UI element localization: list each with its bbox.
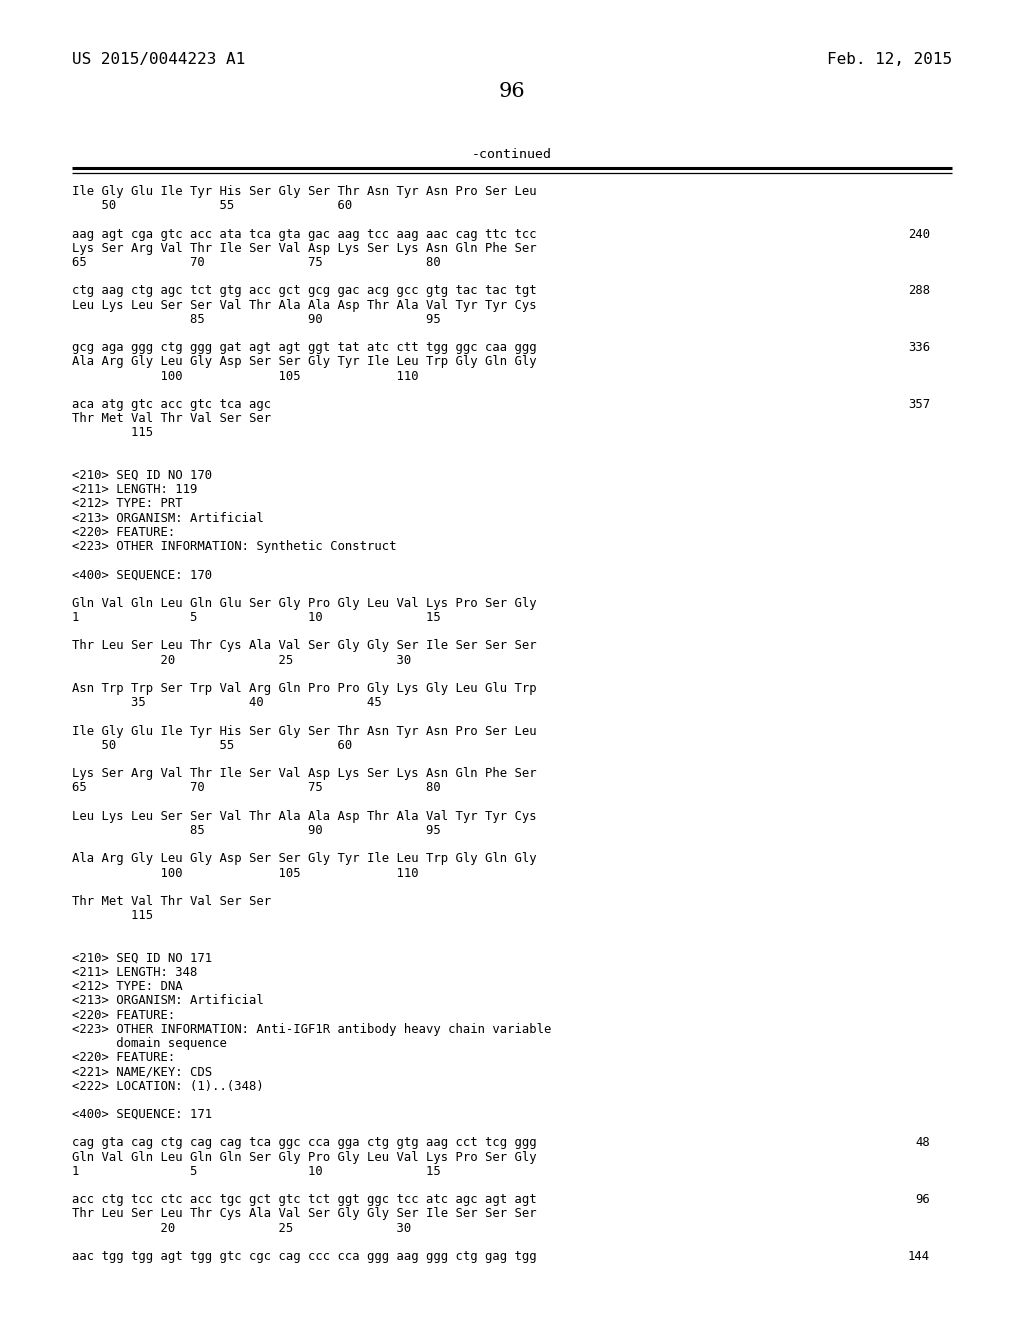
Text: 144: 144 — [908, 1250, 930, 1263]
Text: <220> FEATURE:: <220> FEATURE: — [72, 525, 175, 539]
Text: 50              55              60: 50 55 60 — [72, 199, 352, 213]
Text: 357: 357 — [908, 399, 930, 411]
Text: Thr Met Val Thr Val Ser Ser: Thr Met Val Thr Val Ser Ser — [72, 895, 271, 908]
Text: 100             105             110: 100 105 110 — [72, 370, 419, 383]
Text: <211> LENGTH: 119: <211> LENGTH: 119 — [72, 483, 198, 496]
Text: <211> LENGTH: 348: <211> LENGTH: 348 — [72, 966, 198, 979]
Text: Thr Leu Ser Leu Thr Cys Ala Val Ser Gly Gly Ser Ile Ser Ser Ser: Thr Leu Ser Leu Thr Cys Ala Val Ser Gly … — [72, 639, 537, 652]
Text: <213> ORGANISM: Artificial: <213> ORGANISM: Artificial — [72, 994, 264, 1007]
Text: 96: 96 — [915, 1193, 930, 1206]
Text: 1               5               10              15: 1 5 10 15 — [72, 611, 440, 624]
Text: <221> NAME/KEY: CDS: <221> NAME/KEY: CDS — [72, 1065, 212, 1078]
Text: 85              90              95: 85 90 95 — [72, 313, 440, 326]
Text: cag gta cag ctg cag cag tca ggc cca gga ctg gtg aag cct tcg ggg: cag gta cag ctg cag cag tca ggc cca gga … — [72, 1137, 537, 1150]
Text: 20              25              30: 20 25 30 — [72, 1221, 412, 1234]
Text: <223> OTHER INFORMATION: Anti-IGF1R antibody heavy chain variable: <223> OTHER INFORMATION: Anti-IGF1R anti… — [72, 1023, 551, 1036]
Text: <213> ORGANISM: Artificial: <213> ORGANISM: Artificial — [72, 512, 264, 524]
Text: 65              70              75              80: 65 70 75 80 — [72, 781, 440, 795]
Text: <220> FEATURE:: <220> FEATURE: — [72, 1008, 175, 1022]
Text: <222> LOCATION: (1)..(348): <222> LOCATION: (1)..(348) — [72, 1080, 264, 1093]
Text: 35              40              45: 35 40 45 — [72, 696, 382, 709]
Text: Gln Val Gln Leu Gln Gln Ser Gly Pro Gly Leu Val Lys Pro Ser Gly: Gln Val Gln Leu Gln Gln Ser Gly Pro Gly … — [72, 1151, 537, 1164]
Text: Leu Lys Leu Ser Ser Val Thr Ala Ala Asp Thr Ala Val Tyr Tyr Cys: Leu Lys Leu Ser Ser Val Thr Ala Ala Asp … — [72, 298, 537, 312]
Text: <212> TYPE: PRT: <212> TYPE: PRT — [72, 498, 182, 511]
Text: 20              25              30: 20 25 30 — [72, 653, 412, 667]
Text: 1               5               10              15: 1 5 10 15 — [72, 1164, 440, 1177]
Text: ctg aag ctg agc tct gtg acc gct gcg gac acg gcc gtg tac tac tgt: ctg aag ctg agc tct gtg acc gct gcg gac … — [72, 284, 537, 297]
Text: <210> SEQ ID NO 171: <210> SEQ ID NO 171 — [72, 952, 212, 965]
Text: 288: 288 — [908, 284, 930, 297]
Text: Ala Arg Gly Leu Gly Asp Ser Ser Gly Tyr Ile Leu Trp Gly Gln Gly: Ala Arg Gly Leu Gly Asp Ser Ser Gly Tyr … — [72, 853, 537, 866]
Text: acc ctg tcc ctc acc tgc gct gtc tct ggt ggc tcc atc agc agt agt: acc ctg tcc ctc acc tgc gct gtc tct ggt … — [72, 1193, 537, 1206]
Text: 50              55              60: 50 55 60 — [72, 739, 352, 752]
Text: <210> SEQ ID NO 170: <210> SEQ ID NO 170 — [72, 469, 212, 482]
Text: <220> FEATURE:: <220> FEATURE: — [72, 1051, 175, 1064]
Text: 96: 96 — [499, 82, 525, 102]
Text: aag agt cga gtc acc ata tca gta gac aag tcc aag aac cag ttc tcc: aag agt cga gtc acc ata tca gta gac aag … — [72, 227, 537, 240]
Text: Thr Met Val Thr Val Ser Ser: Thr Met Val Thr Val Ser Ser — [72, 412, 271, 425]
Text: 240: 240 — [908, 227, 930, 240]
Text: <400> SEQUENCE: 170: <400> SEQUENCE: 170 — [72, 569, 212, 581]
Text: 65              70              75              80: 65 70 75 80 — [72, 256, 440, 269]
Text: Thr Leu Ser Leu Thr Cys Ala Val Ser Gly Gly Ser Ile Ser Ser Ser: Thr Leu Ser Leu Thr Cys Ala Val Ser Gly … — [72, 1208, 537, 1221]
Text: Asn Trp Trp Ser Trp Val Arg Gln Pro Pro Gly Lys Gly Leu Glu Trp: Asn Trp Trp Ser Trp Val Arg Gln Pro Pro … — [72, 682, 537, 696]
Text: 48: 48 — [915, 1137, 930, 1150]
Text: domain sequence: domain sequence — [72, 1038, 227, 1049]
Text: <212> TYPE: DNA: <212> TYPE: DNA — [72, 981, 182, 993]
Text: US 2015/0044223 A1: US 2015/0044223 A1 — [72, 51, 246, 67]
Text: 115: 115 — [72, 909, 154, 923]
Text: 85              90              95: 85 90 95 — [72, 824, 440, 837]
Text: Ile Gly Glu Ile Tyr His Ser Gly Ser Thr Asn Tyr Asn Pro Ser Leu: Ile Gly Glu Ile Tyr His Ser Gly Ser Thr … — [72, 725, 537, 738]
Text: Ile Gly Glu Ile Tyr His Ser Gly Ser Thr Asn Tyr Asn Pro Ser Leu: Ile Gly Glu Ile Tyr His Ser Gly Ser Thr … — [72, 185, 537, 198]
Text: gcg aga ggg ctg ggg gat agt agt ggt tat atc ctt tgg ggc caa ggg: gcg aga ggg ctg ggg gat agt agt ggt tat … — [72, 341, 537, 354]
Text: Leu Lys Leu Ser Ser Val Thr Ala Ala Asp Thr Ala Val Tyr Tyr Cys: Leu Lys Leu Ser Ser Val Thr Ala Ala Asp … — [72, 809, 537, 822]
Text: -continued: -continued — [472, 148, 552, 161]
Text: Lys Ser Arg Val Thr Ile Ser Val Asp Lys Ser Lys Asn Gln Phe Ser: Lys Ser Arg Val Thr Ile Ser Val Asp Lys … — [72, 767, 537, 780]
Text: <400> SEQUENCE: 171: <400> SEQUENCE: 171 — [72, 1107, 212, 1121]
Text: Ala Arg Gly Leu Gly Asp Ser Ser Gly Tyr Ile Leu Trp Gly Gln Gly: Ala Arg Gly Leu Gly Asp Ser Ser Gly Tyr … — [72, 355, 537, 368]
Text: aac tgg tgg agt tgg gtc cgc cag ccc cca ggg aag ggg ctg gag tgg: aac tgg tgg agt tgg gtc cgc cag ccc cca … — [72, 1250, 537, 1263]
Text: Gln Val Gln Leu Gln Glu Ser Gly Pro Gly Leu Val Lys Pro Ser Gly: Gln Val Gln Leu Gln Glu Ser Gly Pro Gly … — [72, 597, 537, 610]
Text: 115: 115 — [72, 426, 154, 440]
Text: <223> OTHER INFORMATION: Synthetic Construct: <223> OTHER INFORMATION: Synthetic Const… — [72, 540, 396, 553]
Text: Feb. 12, 2015: Feb. 12, 2015 — [826, 51, 952, 67]
Text: Lys Ser Arg Val Thr Ile Ser Val Asp Lys Ser Lys Asn Gln Phe Ser: Lys Ser Arg Val Thr Ile Ser Val Asp Lys … — [72, 242, 537, 255]
Text: 100             105             110: 100 105 110 — [72, 867, 419, 879]
Text: aca atg gtc acc gtc tca agc: aca atg gtc acc gtc tca agc — [72, 399, 271, 411]
Text: 336: 336 — [908, 341, 930, 354]
